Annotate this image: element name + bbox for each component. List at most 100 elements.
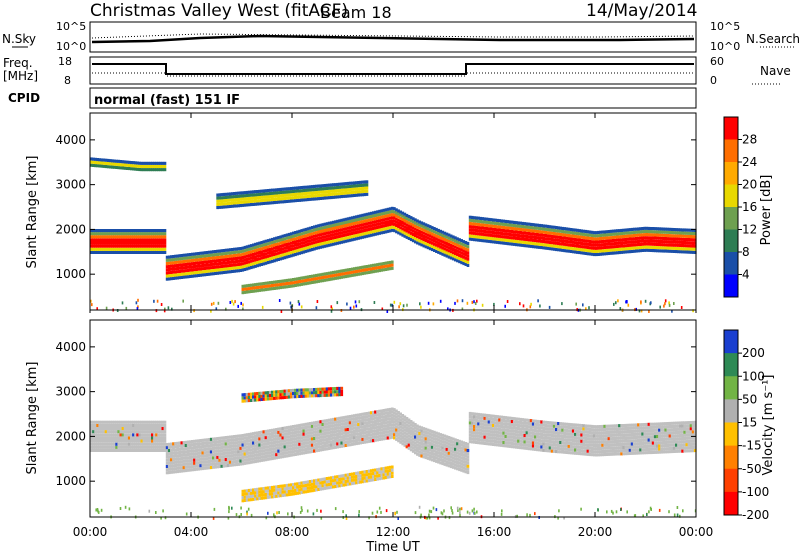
- data-cell-main: [411, 236, 415, 240]
- data-speckle: [471, 300, 474, 304]
- data-cell-main: [376, 213, 379, 217]
- data-cell-main: [531, 241, 535, 245]
- data-cell-ground: [142, 430, 146, 434]
- data-cell-main: [565, 240, 569, 244]
- data-cell-main: [611, 235, 615, 239]
- data-cell-ground: [199, 467, 203, 471]
- data-cell-main: [672, 240, 676, 244]
- data-cell-ground: [315, 436, 318, 440]
- data-cell-main: [353, 237, 356, 241]
- data-cell-upper: [310, 191, 314, 195]
- data-cell-main: [197, 255, 200, 259]
- data-cell-main: [235, 253, 238, 257]
- data-cell-lower: [359, 266, 362, 270]
- data-cell-ground: [437, 435, 440, 439]
- data-cell-main: [512, 230, 516, 234]
- data-cell-main: [237, 266, 240, 270]
- data-cell-ground: [256, 434, 259, 438]
- data-cell-ground: [252, 450, 255, 454]
- data-cell-ground: [247, 451, 251, 455]
- data-cell-main: [239, 247, 243, 251]
- data-cell-main: [405, 220, 409, 224]
- data-cell-main: [170, 264, 173, 268]
- data-cell-ground: [155, 420, 158, 424]
- data-cell-main: [660, 233, 663, 237]
- data-cell-main: [382, 224, 386, 228]
- data-cell-main: [92, 238, 95, 242]
- data-cell-ground: [317, 420, 320, 424]
- data-cell-ground: [142, 436, 146, 440]
- data-cell-main: [302, 228, 306, 232]
- data-cell-ground: [319, 420, 323, 424]
- data-cell-main: [119, 229, 123, 233]
- data-cell-main: [353, 222, 356, 226]
- data-cell-main: [670, 243, 674, 247]
- data-cell-ground: [359, 422, 362, 426]
- data-cell-main: [515, 227, 518, 231]
- data-cell-ground: [163, 423, 167, 427]
- data-cell-main: [578, 241, 581, 245]
- data-cell-ground: [273, 431, 276, 435]
- data-cell-ground: [218, 452, 222, 456]
- data-cell-main: [159, 229, 163, 233]
- data-cell-main: [523, 244, 527, 248]
- data-cell-early: [134, 161, 137, 165]
- data-cell-ground: [161, 433, 165, 437]
- data-cell-main: [531, 232, 535, 236]
- data-cell-upper: [302, 192, 306, 196]
- data-cell-ground: [416, 424, 419, 428]
- data-cell-main: [220, 252, 224, 256]
- data-cell-main: [348, 223, 352, 227]
- data-cell-main: [344, 217, 348, 221]
- data-cell-main: [233, 263, 236, 267]
- data-cell-ground: [285, 435, 289, 439]
- data-cell-ground: [346, 427, 350, 431]
- data-cell-main: [266, 242, 270, 246]
- data-cell-main: [685, 247, 689, 251]
- data-cell-ground: [439, 445, 442, 449]
- data-cell-ground: [245, 439, 249, 443]
- data-cell-ground: [186, 456, 190, 460]
- data-cell-main: [552, 235, 556, 239]
- data-cell-main: [494, 221, 497, 225]
- data-cell-main: [273, 256, 276, 260]
- data-speckle: [692, 309, 694, 313]
- data-cell-main: [98, 244, 102, 248]
- data-cell-main: [491, 218, 495, 222]
- data-cell-ground: [268, 438, 272, 442]
- data-cell-main: [401, 214, 405, 218]
- data-cell-ground: [447, 451, 451, 455]
- data-cell-main: [281, 253, 285, 257]
- data-cell-ground: [279, 433, 283, 437]
- data-cell-lower: [241, 287, 245, 291]
- data-cell-main: [151, 250, 154, 254]
- data-cell-main: [266, 254, 270, 258]
- data-cell-ground: [294, 424, 297, 428]
- data-cell-ground: [348, 440, 352, 444]
- data-cell-main: [595, 253, 598, 257]
- data-cell-upper: [344, 191, 348, 195]
- data-cell-main: [433, 245, 436, 249]
- data-cell-upper: [241, 194, 245, 198]
- data-speckle: [474, 302, 477, 305]
- data-cell-ground: [148, 423, 152, 427]
- data-cell-main: [683, 228, 687, 232]
- data-cell-lower: [287, 281, 291, 285]
- data-cell-main: [613, 248, 617, 252]
- data-cell-ground: [245, 461, 249, 465]
- data-cell-main: [656, 236, 659, 240]
- data-cell-main: [624, 231, 628, 235]
- data-cell-main: [470, 215, 474, 219]
- data-cell-ground: [106, 430, 110, 434]
- data-cell-lower: [304, 278, 308, 282]
- data-cell-main: [336, 241, 339, 245]
- data-cell-ground: [277, 437, 280, 441]
- data-cell-ground: [338, 423, 341, 427]
- data-cell-main: [348, 229, 352, 233]
- data-cell-main: [334, 229, 337, 233]
- data-cell-ground: [411, 443, 415, 447]
- data-cell-ground: [411, 430, 415, 434]
- data-cell-ground: [315, 420, 318, 424]
- data-cell-main: [378, 219, 381, 223]
- data-cell-main: [479, 220, 482, 224]
